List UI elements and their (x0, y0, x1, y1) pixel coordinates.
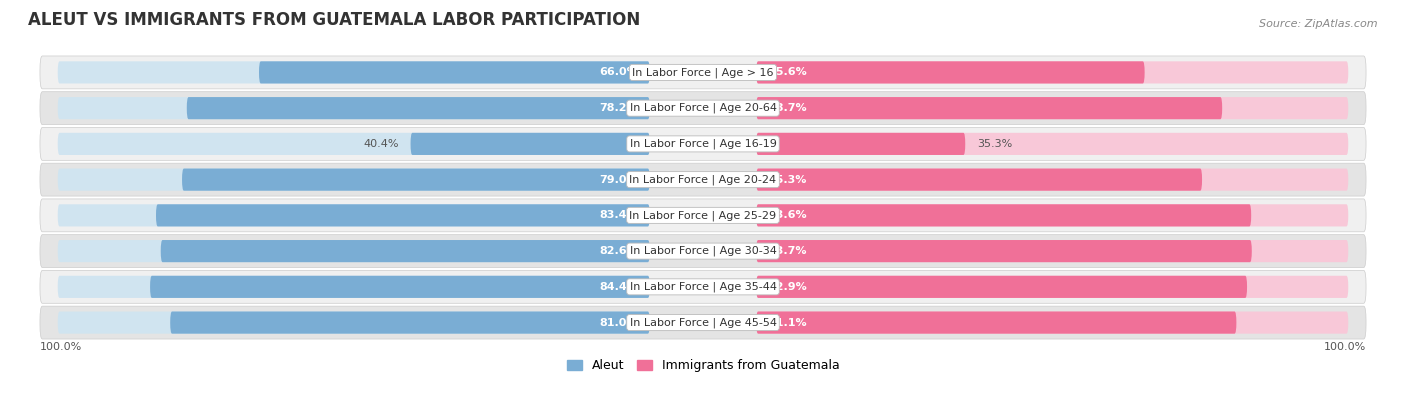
FancyBboxPatch shape (58, 276, 650, 298)
FancyBboxPatch shape (170, 312, 650, 334)
FancyBboxPatch shape (39, 56, 1367, 89)
FancyBboxPatch shape (411, 133, 650, 155)
Text: In Labor Force | Age 20-24: In Labor Force | Age 20-24 (630, 174, 776, 185)
FancyBboxPatch shape (39, 128, 1367, 160)
FancyBboxPatch shape (756, 312, 1236, 334)
FancyBboxPatch shape (756, 240, 1251, 262)
Text: 75.3%: 75.3% (768, 175, 807, 184)
FancyBboxPatch shape (58, 204, 650, 226)
Text: 83.6%: 83.6% (768, 211, 807, 220)
Text: 82.6%: 82.6% (599, 246, 638, 256)
FancyBboxPatch shape (756, 97, 1222, 119)
FancyBboxPatch shape (756, 61, 1348, 83)
Text: 40.4%: 40.4% (363, 139, 399, 149)
Text: 81.1%: 81.1% (768, 318, 807, 327)
Text: In Labor Force | Age 25-29: In Labor Force | Age 25-29 (630, 210, 776, 221)
FancyBboxPatch shape (756, 61, 1144, 83)
Legend: Aleut, Immigrants from Guatemala: Aleut, Immigrants from Guatemala (561, 354, 845, 377)
Text: 100.0%: 100.0% (1324, 342, 1367, 352)
Text: In Labor Force | Age > 16: In Labor Force | Age > 16 (633, 67, 773, 78)
FancyBboxPatch shape (39, 92, 1367, 124)
FancyBboxPatch shape (58, 133, 650, 155)
Text: In Labor Force | Age 45-54: In Labor Force | Age 45-54 (630, 317, 776, 328)
FancyBboxPatch shape (756, 276, 1348, 298)
FancyBboxPatch shape (150, 276, 650, 298)
FancyBboxPatch shape (39, 271, 1367, 303)
FancyBboxPatch shape (39, 235, 1367, 267)
FancyBboxPatch shape (756, 312, 1348, 334)
FancyBboxPatch shape (259, 61, 650, 83)
Text: 66.0%: 66.0% (599, 68, 638, 77)
FancyBboxPatch shape (756, 276, 1247, 298)
FancyBboxPatch shape (187, 97, 650, 119)
Text: 78.7%: 78.7% (768, 103, 807, 113)
FancyBboxPatch shape (756, 169, 1348, 191)
FancyBboxPatch shape (58, 312, 650, 334)
Text: 84.4%: 84.4% (599, 282, 638, 292)
FancyBboxPatch shape (58, 169, 650, 191)
FancyBboxPatch shape (156, 204, 650, 226)
Text: 65.6%: 65.6% (768, 68, 807, 77)
Text: 83.4%: 83.4% (599, 211, 638, 220)
FancyBboxPatch shape (756, 97, 1348, 119)
Text: In Labor Force | Age 20-64: In Labor Force | Age 20-64 (630, 103, 776, 113)
FancyBboxPatch shape (756, 133, 966, 155)
Text: 82.9%: 82.9% (768, 282, 807, 292)
FancyBboxPatch shape (58, 61, 650, 83)
FancyBboxPatch shape (58, 97, 650, 119)
FancyBboxPatch shape (181, 169, 650, 191)
Text: Source: ZipAtlas.com: Source: ZipAtlas.com (1260, 19, 1378, 29)
FancyBboxPatch shape (160, 240, 650, 262)
Text: 35.3%: 35.3% (977, 139, 1012, 149)
FancyBboxPatch shape (756, 133, 1348, 155)
Text: 78.2%: 78.2% (599, 103, 638, 113)
Text: 79.0%: 79.0% (599, 175, 638, 184)
Text: ALEUT VS IMMIGRANTS FROM GUATEMALA LABOR PARTICIPATION: ALEUT VS IMMIGRANTS FROM GUATEMALA LABOR… (28, 11, 640, 29)
Text: 83.7%: 83.7% (768, 246, 807, 256)
FancyBboxPatch shape (756, 169, 1202, 191)
FancyBboxPatch shape (39, 163, 1367, 196)
FancyBboxPatch shape (756, 204, 1251, 226)
FancyBboxPatch shape (756, 204, 1348, 226)
Text: 100.0%: 100.0% (39, 342, 82, 352)
Text: 81.0%: 81.0% (599, 318, 638, 327)
FancyBboxPatch shape (58, 240, 650, 262)
Text: In Labor Force | Age 35-44: In Labor Force | Age 35-44 (630, 282, 776, 292)
Text: In Labor Force | Age 30-34: In Labor Force | Age 30-34 (630, 246, 776, 256)
FancyBboxPatch shape (39, 306, 1367, 339)
Text: In Labor Force | Age 16-19: In Labor Force | Age 16-19 (630, 139, 776, 149)
FancyBboxPatch shape (756, 240, 1348, 262)
FancyBboxPatch shape (39, 199, 1367, 232)
